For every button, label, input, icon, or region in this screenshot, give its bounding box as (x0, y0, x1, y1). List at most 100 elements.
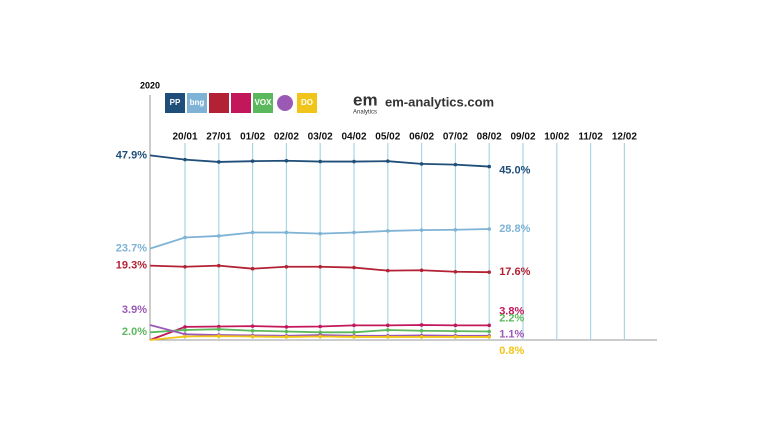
x-tick-label: 20/01 (172, 132, 197, 143)
x-tick-label: 02/02 (274, 132, 299, 143)
point (487, 164, 492, 169)
x-tick-label: 05/02 (375, 132, 400, 143)
point (419, 268, 424, 273)
point (419, 323, 424, 327)
point (217, 324, 221, 329)
point (453, 323, 458, 328)
point (487, 329, 492, 334)
x-tick-label: 06/02 (409, 132, 434, 143)
point (419, 228, 424, 232)
value-label: 17.6% (499, 266, 530, 278)
point (352, 323, 356, 328)
point (487, 270, 492, 274)
point (284, 158, 289, 163)
point (386, 268, 390, 273)
x-tick-label: 04/02 (341, 132, 366, 143)
point (386, 328, 390, 332)
point (318, 334, 323, 339)
point (250, 159, 255, 163)
point (250, 328, 255, 333)
legend-swatch (209, 93, 229, 113)
point (284, 264, 289, 269)
point (419, 335, 424, 339)
point (487, 323, 492, 328)
point (487, 335, 492, 339)
point (284, 325, 289, 329)
point (352, 265, 356, 270)
value-label: 19.3% (116, 260, 147, 272)
point (453, 335, 458, 339)
point (183, 235, 187, 240)
point (217, 334, 221, 338)
logo-main: em (353, 90, 378, 109)
x-tick-label: 11/02 (578, 132, 603, 143)
point (419, 162, 424, 166)
value-label: 3.8% (499, 305, 524, 317)
point (352, 335, 356, 339)
value-label: 23.7% (116, 243, 147, 255)
point (386, 229, 390, 233)
point (217, 234, 221, 238)
legend-label: VOX (255, 98, 273, 107)
point (318, 324, 323, 329)
legend-swatch (253, 93, 273, 113)
source: em-analytics.com (385, 94, 494, 109)
point (386, 335, 390, 339)
x-tick-label: 09/02 (510, 132, 535, 143)
x-tick-label: 07/02 (443, 132, 468, 143)
point (250, 266, 255, 271)
point (318, 330, 323, 335)
value-label: 47.9% (116, 149, 147, 161)
value-label: 45.0% (499, 164, 530, 176)
legend-swatch (277, 95, 293, 111)
point (183, 325, 187, 329)
value-label: 3.9% (122, 304, 147, 316)
legend-label: PP (170, 98, 181, 107)
value-label: 1.1% (499, 329, 524, 341)
point (453, 227, 458, 232)
legend-swatch (165, 93, 185, 113)
legend-swatch (187, 93, 207, 113)
x-tick-label: 27/01 (206, 132, 231, 143)
point (183, 328, 187, 332)
point (183, 334, 187, 339)
point (453, 269, 458, 274)
value-label: 2.2% (499, 312, 524, 324)
x-tick-label: 12/02 (612, 132, 637, 143)
point (352, 330, 356, 335)
x-tick-label: 03/02 (308, 132, 333, 143)
x-tick-label: 08/02 (477, 132, 502, 143)
point (217, 160, 221, 164)
point (419, 328, 424, 333)
point (183, 157, 187, 162)
point (250, 334, 255, 339)
point (250, 230, 255, 235)
value-label: 0.8% (499, 345, 524, 357)
point (487, 227, 492, 231)
point (386, 323, 390, 328)
point (453, 329, 458, 333)
point (352, 159, 356, 164)
value-label: 2.0% (122, 326, 147, 338)
point (453, 162, 458, 167)
point (318, 264, 323, 269)
point (318, 159, 323, 164)
point (386, 159, 390, 163)
value-label: 28.8% (499, 223, 530, 235)
point (284, 329, 289, 334)
legend-label: bng (190, 98, 205, 107)
x-tick-label: 01/02 (240, 132, 265, 143)
point (284, 230, 289, 235)
point (352, 230, 356, 235)
point (217, 327, 221, 332)
logo-sub: Analytics (353, 110, 377, 116)
legend-swatch (297, 93, 317, 113)
point (217, 263, 221, 268)
point (250, 324, 255, 328)
x-tick-label: 10/02 (544, 132, 569, 143)
legend-swatch (231, 93, 251, 113)
legend-label: DO (301, 98, 313, 107)
year: 2020 (140, 80, 160, 90)
point (318, 231, 323, 236)
